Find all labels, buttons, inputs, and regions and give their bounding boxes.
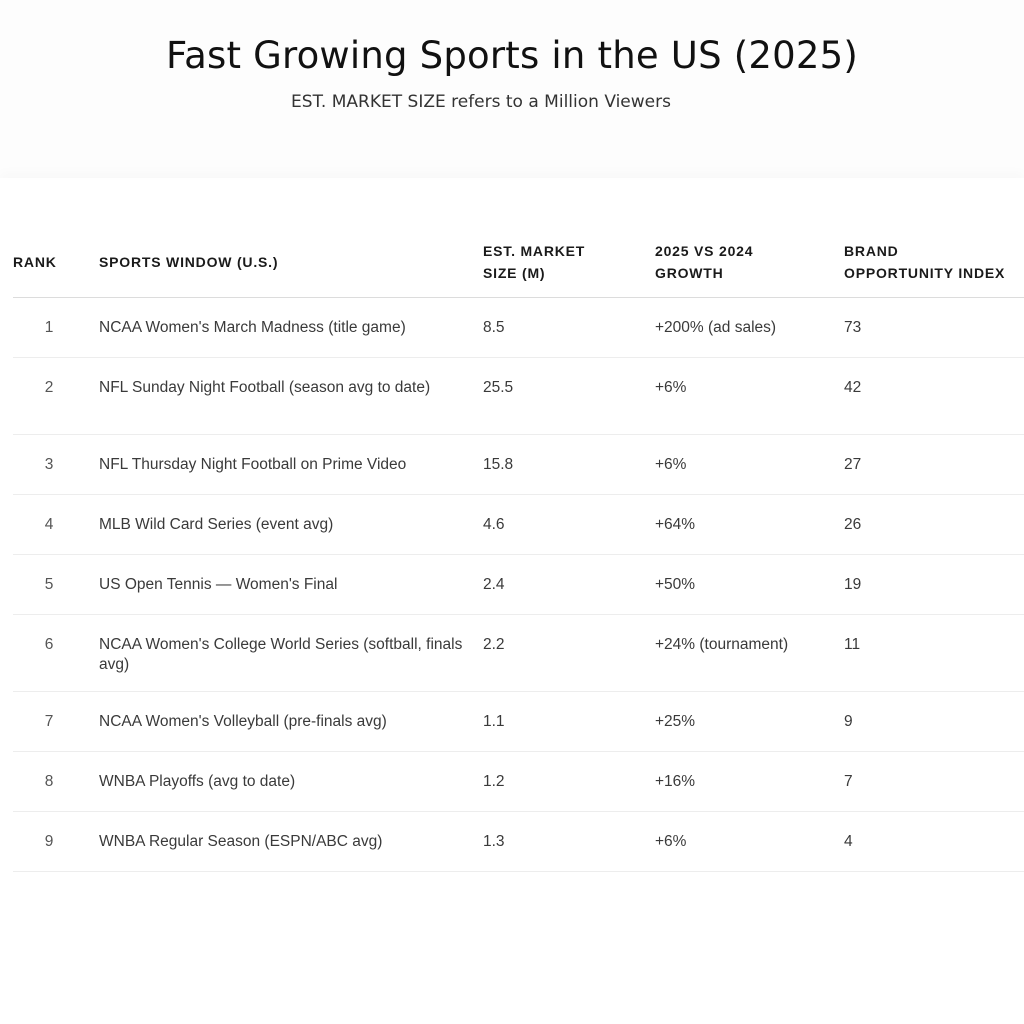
page-subtitle: EST. MARKET SIZE refers to a Million Vie… — [291, 92, 671, 112]
page-header: Fast Growing Sports in the US (2025) EST… — [0, 0, 1024, 180]
cell-market-size: 4.6 — [483, 494, 655, 555]
header-market-size-line1: EST. MARKET — [483, 243, 586, 259]
header-brand-index-line1: BRAND — [844, 243, 899, 259]
cell-sports-window: WNBA Regular Season (ESPN/ABC avg) — [99, 811, 483, 872]
cell-brand-index: 11 — [844, 614, 1024, 692]
cell-market-size: 2.2 — [483, 614, 655, 692]
table-row: 1 NCAA Women's March Madness (title game… — [13, 297, 1024, 358]
table-row: 9 WNBA Regular Season (ESPN/ABC avg) 1.3… — [13, 811, 1024, 872]
cell-sports-window: WNBA Playoffs (avg to date) — [99, 751, 483, 812]
cell-rank: 3 — [13, 434, 99, 495]
cell-rank: 8 — [13, 751, 99, 812]
cell-sports-window: NCAA Women's March Madness (title game) — [99, 297, 483, 358]
cell-brand-index: 4 — [844, 811, 1024, 872]
header-growth-line2: GROWTH — [655, 265, 724, 281]
sports-table: RANK SPORTS WINDOW (U.S.) EST. MARKET SI… — [13, 227, 1024, 872]
table-container: RANK SPORTS WINDOW (U.S.) EST. MARKET SI… — [0, 178, 1024, 1024]
cell-market-size: 1.2 — [483, 751, 655, 812]
cell-brand-index: 9 — [844, 691, 1024, 752]
cell-sports-window: NFL Thursday Night Football on Prime Vid… — [99, 434, 483, 495]
cell-market-size: 8.5 — [483, 297, 655, 358]
cell-brand-index: 26 — [844, 494, 1024, 555]
table-row: 4 MLB Wild Card Series (event avg) 4.6 +… — [13, 494, 1024, 555]
cell-growth: +50% — [655, 554, 844, 615]
cell-growth: +25% — [655, 691, 844, 752]
cell-rank: 4 — [13, 494, 99, 555]
page-title: Fast Growing Sports in the US (2025) — [166, 34, 858, 77]
cell-brand-index: 7 — [844, 751, 1024, 812]
cell-market-size: 1.3 — [483, 811, 655, 872]
cell-rank: 9 — [13, 811, 99, 872]
table-row: 2 NFL Sunday Night Football (season avg … — [13, 357, 1024, 435]
table-header: RANK SPORTS WINDOW (U.S.) EST. MARKET SI… — [13, 227, 1024, 298]
table-body: 1 NCAA Women's March Madness (title game… — [13, 297, 1024, 872]
cell-growth: +24% (tournament) — [655, 614, 844, 692]
cell-growth: +16% — [655, 751, 844, 812]
cell-sports-window: NCAA Women's Volleyball (pre-finals avg) — [99, 691, 483, 752]
cell-rank: 5 — [13, 554, 99, 615]
cell-sports-window: US Open Tennis — Women's Final — [99, 554, 483, 615]
header-brand-index-line2: OPPORTUNITY INDEX — [844, 265, 1006, 281]
cell-rank: 1 — [13, 297, 99, 358]
table-row: 7 NCAA Women's Volleyball (pre-finals av… — [13, 691, 1024, 752]
cell-market-size: 15.8 — [483, 434, 655, 495]
cell-rank: 6 — [13, 614, 99, 692]
cell-market-size: 1.1 — [483, 691, 655, 752]
header-market-size: EST. MARKET SIZE (M) — [483, 227, 655, 298]
cell-market-size: 25.5 — [483, 357, 655, 435]
cell-growth: +6% — [655, 811, 844, 872]
header-growth: 2025 VS 2024 GROWTH — [655, 227, 844, 298]
table-row: 3 NFL Thursday Night Football on Prime V… — [13, 434, 1024, 495]
cell-growth: +6% — [655, 357, 844, 435]
cell-sports-window: NCAA Women's College World Series (softb… — [99, 614, 483, 692]
cell-brand-index: 73 — [844, 297, 1024, 358]
cell-brand-index: 19 — [844, 554, 1024, 615]
header-brand-index: BRAND OPPORTUNITY INDEX — [844, 227, 1024, 298]
cell-brand-index: 42 — [844, 357, 1024, 435]
table-row: 5 US Open Tennis — Women's Final 2.4 +50… — [13, 554, 1024, 615]
header-growth-line1: 2025 VS 2024 — [655, 243, 754, 259]
cell-brand-index: 27 — [844, 434, 1024, 495]
cell-rank: 2 — [13, 357, 99, 435]
table-row: 8 WNBA Playoffs (avg to date) 1.2 +16% 7 — [13, 751, 1024, 812]
header-market-size-line2: SIZE (M) — [483, 265, 546, 281]
cell-sports-window: MLB Wild Card Series (event avg) — [99, 494, 483, 555]
header-sports-window: SPORTS WINDOW (U.S.) — [99, 227, 483, 298]
cell-growth: +200% (ad sales) — [655, 297, 844, 358]
cell-rank: 7 — [13, 691, 99, 752]
cell-market-size: 2.4 — [483, 554, 655, 615]
header-rank: RANK — [13, 227, 99, 298]
cell-growth: +6% — [655, 434, 844, 495]
cell-growth: +64% — [655, 494, 844, 555]
table-row: 6 NCAA Women's College World Series (sof… — [13, 614, 1024, 692]
cell-sports-window: NFL Sunday Night Football (season avg to… — [99, 357, 483, 435]
